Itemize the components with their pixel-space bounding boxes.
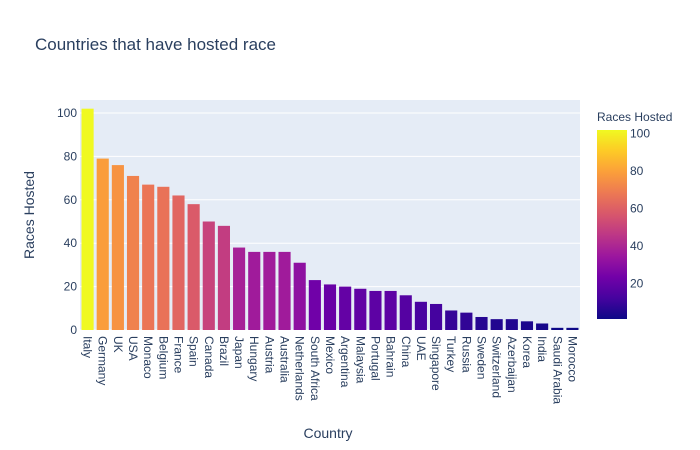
- x-tick-label: Turkey: [444, 336, 458, 372]
- bar-china: [399, 295, 412, 330]
- x-tick-label: Netherlands: [293, 336, 307, 401]
- bar-argentina: [339, 286, 352, 330]
- x-tick-label: UK: [111, 336, 125, 353]
- x-tick-label: China: [399, 336, 413, 368]
- bar-saudi-arabia: [551, 327, 564, 330]
- colorbar-tick-label: 60: [630, 202, 644, 216]
- x-tick-label: Austria: [262, 336, 276, 374]
- x-tick-label: Germany: [96, 336, 110, 385]
- x-tick-label: South Africa: [308, 336, 322, 401]
- bar-sweden: [475, 316, 488, 330]
- x-tick-label: Saudi Arabia: [550, 336, 564, 404]
- bar-switzerland: [490, 319, 503, 330]
- colorbar-ticks: 20 40 60 80 100: [630, 127, 650, 291]
- x-tick-label: UAE: [414, 336, 428, 361]
- x-tick-label: Argentina: [338, 336, 352, 388]
- bar-india: [536, 323, 549, 330]
- bar-netherlands: [293, 262, 306, 330]
- y-tick-label: 40: [64, 236, 78, 250]
- y-axis-ticks: 0 20 40 60 80 100: [57, 106, 77, 337]
- colorbar-tick-label: 40: [630, 239, 644, 253]
- x-tick-label: Malaysia: [353, 336, 367, 384]
- colorbar-title: Races Hosted: [597, 110, 672, 124]
- bar-korea: [520, 321, 534, 330]
- colorbar-gradient: [597, 130, 627, 319]
- colorbar: Races Hosted 20 40 60 80 100: [597, 110, 672, 319]
- x-tick-label: Australia: [278, 336, 292, 383]
- bar-uk: [111, 165, 124, 330]
- x-tick-label: USA: [126, 336, 140, 361]
- x-tick-label: Belgium: [156, 336, 170, 379]
- bar-uae: [414, 301, 427, 330]
- x-axis-ticks: Italy Germany UK USA Monaco Belgium France Spai…: [81, 336, 580, 404]
- x-tick-label: India: [535, 336, 549, 362]
- colorbar-tick-label: 100: [630, 127, 650, 141]
- x-tick-label: Singapore: [429, 336, 443, 391]
- x-tick-label: Russia: [459, 336, 473, 373]
- bar-singapore: [430, 303, 443, 330]
- y-tick-label: 100: [57, 106, 77, 120]
- bar-turkey: [445, 310, 458, 330]
- x-tick-label: Hungary: [247, 336, 261, 381]
- x-axis-title: Country: [303, 425, 352, 441]
- x-tick-label: Azerbaijan: [505, 336, 519, 393]
- y-tick-label: 20: [64, 280, 78, 294]
- x-tick-label: Italy: [81, 336, 95, 358]
- bar-mexico: [323, 284, 337, 330]
- colorbar-tick-label: 20: [630, 276, 644, 290]
- bar-morocco: [566, 327, 579, 330]
- bar-portugal: [369, 290, 382, 330]
- x-tick-label: France: [171, 336, 185, 374]
- bar-italy: [81, 108, 94, 330]
- bar-austria: [263, 251, 276, 330]
- colorbar-tick-label: 80: [630, 164, 644, 178]
- bar-germany: [96, 158, 109, 330]
- bar-japan: [233, 247, 246, 330]
- bar-monaco: [142, 184, 155, 330]
- bar-hungary: [248, 251, 261, 330]
- bar-spain: [187, 204, 200, 330]
- y-axis-title: Races Hosted: [21, 171, 37, 259]
- y-tick-label: 60: [64, 193, 78, 207]
- bar-russia: [460, 312, 473, 330]
- chart-title: Countries that have hosted race: [35, 35, 276, 54]
- x-tick-label: Mexico: [323, 336, 337, 374]
- x-tick-label: Bahrain: [384, 336, 398, 377]
- x-tick-label: Morocco: [565, 336, 579, 382]
- x-tick-label: Korea: [520, 336, 534, 368]
- x-tick-label: Japan: [232, 336, 246, 369]
- bar-usa: [126, 175, 140, 330]
- bar-brazil: [217, 225, 230, 330]
- x-tick-label: Spain: [187, 336, 201, 367]
- bar-belgium: [157, 186, 170, 330]
- bar-malaysia: [354, 288, 367, 330]
- x-tick-label: Sweden: [475, 336, 489, 379]
- y-tick-label: 0: [70, 323, 77, 337]
- x-tick-label: Portugal: [368, 336, 382, 381]
- y-tick-label: 80: [64, 149, 78, 163]
- bar-canada: [202, 221, 215, 330]
- bar-azerbaijan: [505, 319, 518, 330]
- bar-france: [172, 195, 185, 330]
- bar-australia: [278, 251, 291, 330]
- x-tick-label: Monaco: [141, 336, 155, 379]
- x-tick-label: Canada: [202, 336, 216, 378]
- x-tick-label: Switzerland: [490, 336, 504, 398]
- bar-bahrain: [384, 290, 397, 330]
- x-tick-label: Brazil: [217, 336, 231, 366]
- bars: [81, 108, 579, 330]
- bar-south-africa: [308, 280, 321, 330]
